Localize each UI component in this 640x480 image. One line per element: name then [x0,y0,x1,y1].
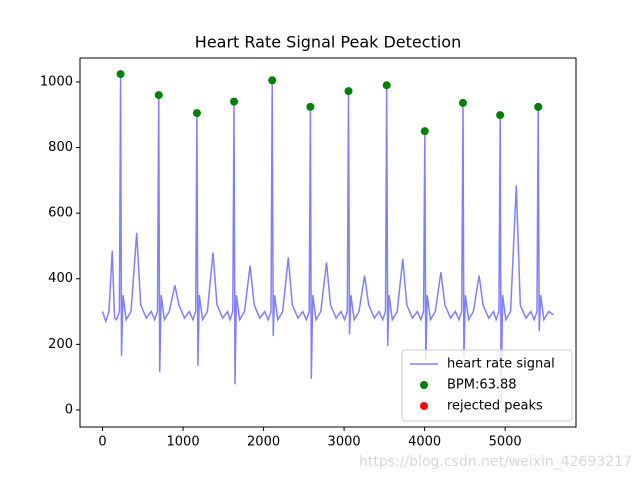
peak-point [192,109,201,118]
peak-point [420,127,429,136]
chart-title: Heart Rate Signal Peak Detection [195,33,461,52]
watermark: https://blog.csdn.net/weixin_42693217 [359,454,632,470]
y-tick-label: 0 [65,402,73,417]
peak-point [230,97,239,106]
plot-frame [79,57,577,428]
x-tick-label: 5000 [489,435,522,450]
x-tick-label: 4000 [408,435,441,450]
x-tick-label: 0 [98,435,106,450]
y-tick-label: 800 [48,140,73,155]
peak-point [154,91,163,100]
y-tick-label: 400 [48,271,73,286]
peak-point [534,102,543,111]
peak-point [382,81,391,90]
legend-label: BPM:63.88 [447,378,517,393]
y-tick-label: 600 [48,206,73,221]
signal-line [101,74,554,404]
legend-box [401,349,573,422]
x-tick-label: 2000 [247,435,280,450]
peak-point [344,87,353,96]
peak-point [458,98,467,107]
peak-point [268,76,277,85]
x-tick-label: 3000 [328,435,361,450]
legend-swatch [420,381,428,389]
y-tick-label: 1000 [40,74,73,89]
y-tick-label: 200 [48,337,73,352]
peak-point [496,111,505,120]
peak-point [306,102,315,111]
legend-label: rejected peaks [447,399,543,414]
x-tick-label: 1000 [167,435,200,450]
peak-point [116,70,125,79]
legend-label: heart rate signal [447,357,555,372]
legend-swatch [420,402,428,410]
